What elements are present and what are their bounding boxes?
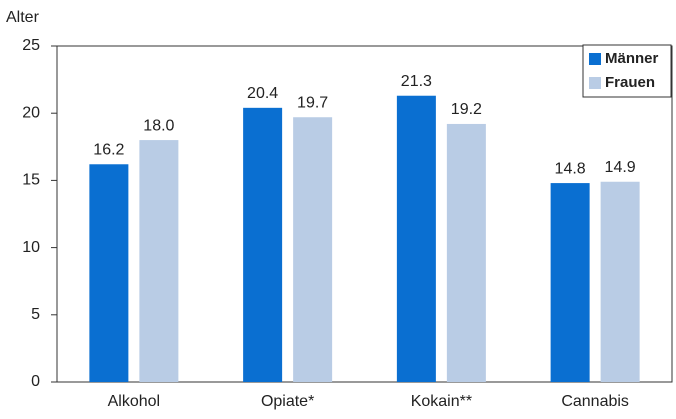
legend-swatch (589, 77, 601, 89)
value-label: 18.0 (143, 117, 174, 134)
bar (600, 181, 640, 382)
y-tick-label: 20 (22, 104, 40, 121)
y-tick-label: 0 (31, 373, 40, 390)
x-tick-label: Cannabis (561, 393, 629, 410)
y-axis-label: Alter (6, 9, 40, 26)
value-label: 14.9 (605, 159, 636, 176)
x-tick-label: Kokain** (411, 393, 472, 410)
x-tick-label: Opiate* (261, 393, 314, 410)
y-tick-label: 25 (22, 37, 40, 54)
value-label: 16.2 (93, 141, 124, 158)
bar (293, 117, 333, 383)
bar (89, 164, 129, 382)
bar (243, 107, 283, 382)
value-label: 19.2 (451, 101, 482, 118)
value-label: 21.3 (401, 73, 432, 90)
legend-label: Männer (605, 50, 659, 67)
value-label: 20.4 (247, 85, 278, 102)
legend-label: Frauen (605, 74, 655, 91)
x-tick-label: Alkohol (108, 393, 160, 410)
plot-frame (56, 45, 673, 383)
bar (396, 95, 436, 382)
y-tick-label: 15 (22, 172, 40, 189)
y-tick-label: 10 (22, 239, 40, 256)
y-tick-label: 5 (31, 306, 40, 323)
bar (139, 140, 179, 382)
value-label: 19.7 (297, 94, 328, 111)
value-label: 14.8 (555, 160, 586, 177)
bar (446, 123, 486, 383)
bar (550, 183, 590, 382)
legend-swatch (589, 53, 601, 65)
